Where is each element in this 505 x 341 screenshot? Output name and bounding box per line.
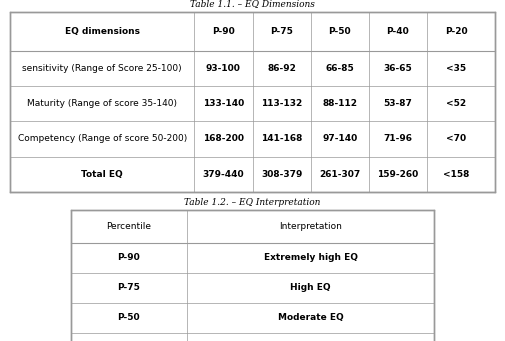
Bar [71,210,434,341]
Text: High EQ: High EQ [290,283,331,292]
Text: P-90: P-90 [212,27,235,36]
Text: 168-200: 168-200 [203,134,244,144]
Text: 133-140: 133-140 [203,99,244,108]
Text: 66-85: 66-85 [325,64,354,73]
Text: 86-92: 86-92 [267,64,296,73]
Text: 71-96: 71-96 [383,134,413,144]
Text: Table 1.2. – EQ Interpretation: Table 1.2. – EQ Interpretation [184,198,321,207]
Text: EQ dimensions: EQ dimensions [65,27,140,36]
Text: Interpretation: Interpretation [279,222,342,231]
Text: 261-307: 261-307 [319,169,361,179]
Text: <35: <35 [446,64,466,73]
Text: <52: <52 [446,99,466,108]
Text: P-50: P-50 [328,27,351,36]
Text: 53-87: 53-87 [383,99,413,108]
Text: P-90: P-90 [118,253,140,262]
Text: Competency (Range of score 50-200): Competency (Range of score 50-200) [18,134,187,144]
Text: Table 1.1. – EQ Dimensions: Table 1.1. – EQ Dimensions [190,0,315,9]
Text: 159-260: 159-260 [377,169,419,179]
Text: Moderate EQ: Moderate EQ [278,313,343,322]
Text: <70: <70 [446,134,466,144]
Text: 88-112: 88-112 [322,99,357,108]
Text: 93-100: 93-100 [206,64,241,73]
Text: 379-440: 379-440 [203,169,244,179]
Text: 113-132: 113-132 [261,99,302,108]
Text: sensitivity (Range of Score 25-100): sensitivity (Range of Score 25-100) [22,64,182,73]
Text: Total EQ: Total EQ [81,169,123,179]
Text: P-75: P-75 [118,283,140,292]
Text: Extremely high EQ: Extremely high EQ [264,253,358,262]
Text: P-50: P-50 [118,313,140,322]
Text: 97-140: 97-140 [322,134,358,144]
Text: Percentile: Percentile [107,222,152,231]
Text: P-20: P-20 [445,27,468,36]
Bar [10,12,495,192]
Text: 36-65: 36-65 [384,64,412,73]
Text: 308-379: 308-379 [261,169,302,179]
Text: P-75: P-75 [270,27,293,36]
Text: <158: <158 [443,169,469,179]
Text: Maturity (Range of score 35-140): Maturity (Range of score 35-140) [27,99,177,108]
Text: P-40: P-40 [386,27,410,36]
Text: 141-168: 141-168 [261,134,302,144]
